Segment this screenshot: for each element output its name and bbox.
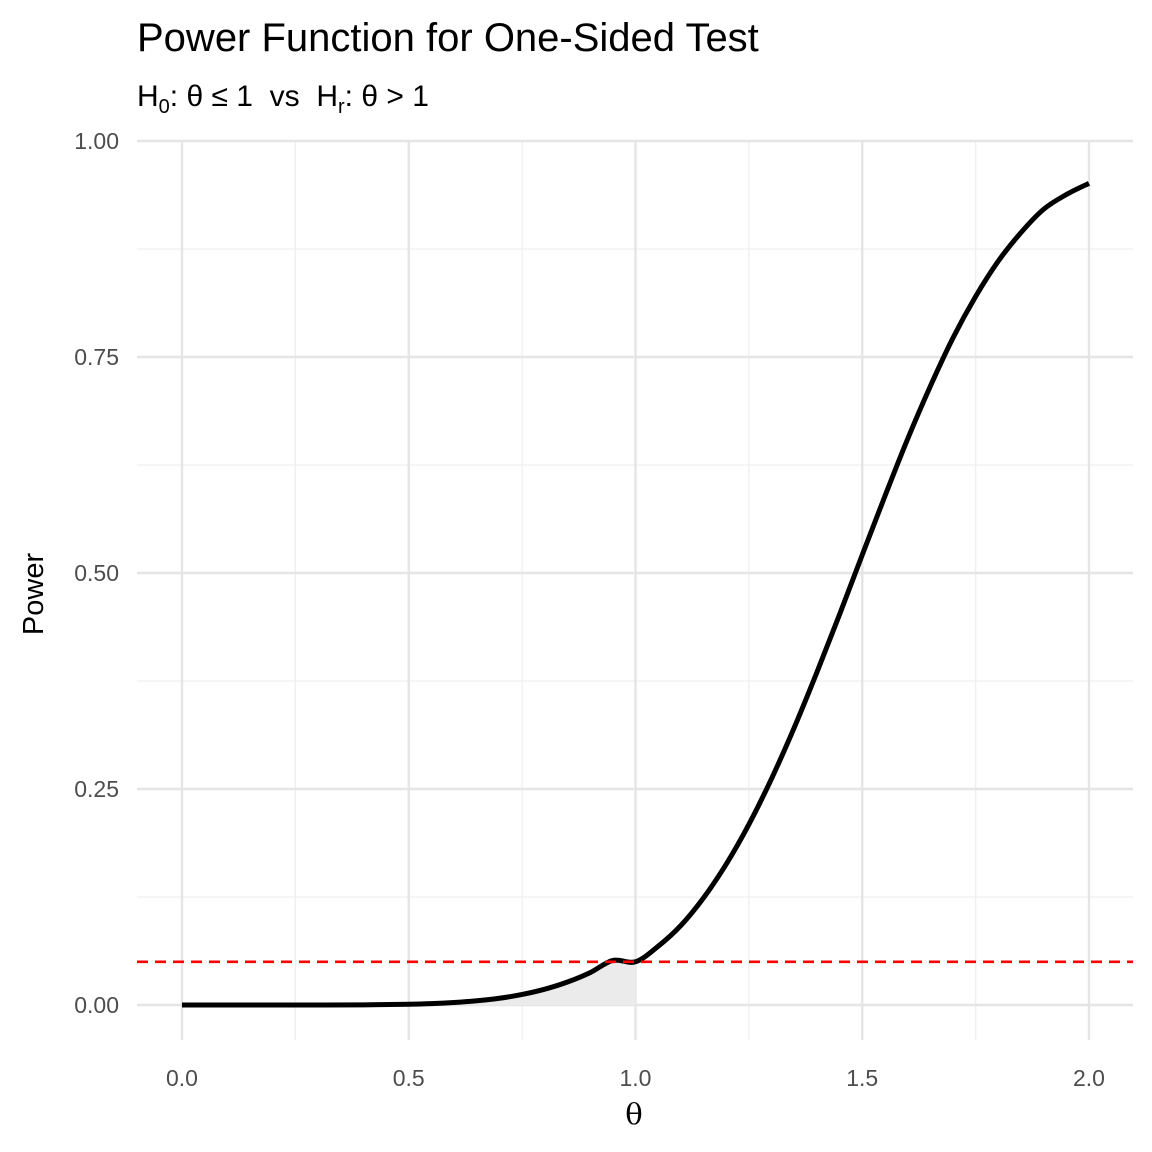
subtitle-h0-subscript: 0 [159,96,170,118]
y-tick-label: 0.25 [74,776,119,802]
grid-layer [137,139,1133,1040]
y-tick-label: 0.00 [74,992,119,1018]
subtitle-ha-symbol: H [316,80,338,113]
x-tick-labels: 0.0 0.5 1.0 1.5 2.0 [166,1065,1105,1091]
x-tick-label: 2.0 [1073,1065,1105,1091]
y-tick-label: 1.00 [74,128,119,154]
chart-subtitle: H0: θ ≤ 1 vs Hr: θ > 1 [137,80,429,118]
subtitle-ha-text: : θ > 1 [345,80,429,113]
power-curve-line [181,181,1091,1008]
chart-title: Power Function for One-Sided Test [137,16,759,60]
y-tick-label: 0.50 [74,560,119,586]
subtitle-h0-symbol: H [137,80,159,113]
x-tick-label: 0.5 [393,1065,425,1091]
subtitle-ha-subscript: r [338,96,345,118]
x-tick-label: 1.5 [846,1065,878,1091]
x-tick-label: 0.0 [166,1065,198,1091]
y-tick-label: 0.75 [74,344,119,370]
y-axis-label: Power [18,553,50,636]
x-tick-label: 1.0 [620,1065,652,1091]
series-layer [181,181,1091,1008]
shaded-rejection-region [182,960,636,1005]
subtitle-h0-text: : θ ≤ 1 vs [170,80,317,113]
x-axis-label: θ [625,1097,642,1131]
y-tick-labels: 0.00 0.25 0.50 0.75 1.00 [74,128,119,1018]
